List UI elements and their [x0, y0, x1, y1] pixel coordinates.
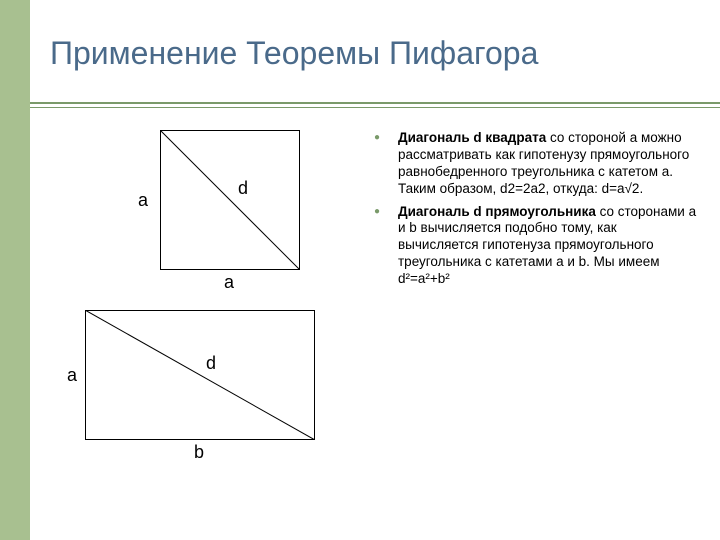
figure-rectangle: a b d	[85, 310, 315, 440]
bullet-item: Диагональ d квадрата со стороной a можно…	[398, 130, 700, 198]
label-a-bottom: a	[224, 272, 234, 293]
text-column: Диагональ d квадрата со стороной a можно…	[360, 120, 700, 520]
bullet-bold: Диагональ d квадрата	[398, 130, 546, 145]
bullet-bold: Диагональ d прямоугольника	[398, 204, 596, 219]
figure-square: a a d	[160, 130, 300, 270]
figures-column: a a d a b d	[30, 120, 360, 520]
bullet-item: Диагональ d прямоугольника со сторонами …	[398, 204, 700, 288]
sidebar-accent	[0, 0, 30, 540]
bullet-list: Диагональ d квадрата со стороной a можно…	[370, 130, 700, 288]
underline-thick	[30, 102, 720, 104]
square-svg	[160, 130, 300, 270]
underline-thin	[30, 107, 720, 108]
content-area: a a d a b d Диагональ d квадрата со стор…	[30, 120, 700, 520]
label-rect-a: a	[67, 365, 77, 386]
slide-title: Применение Теоремы Пифагора	[30, 20, 700, 72]
title-underline	[30, 102, 720, 108]
label-a-left: a	[138, 190, 148, 211]
label-rect-b: b	[194, 442, 204, 463]
label-d: d	[238, 178, 248, 199]
label-rect-d: d	[206, 353, 216, 374]
title-area: Применение Теоремы Пифагора	[30, 20, 700, 110]
rect-svg	[85, 310, 315, 440]
